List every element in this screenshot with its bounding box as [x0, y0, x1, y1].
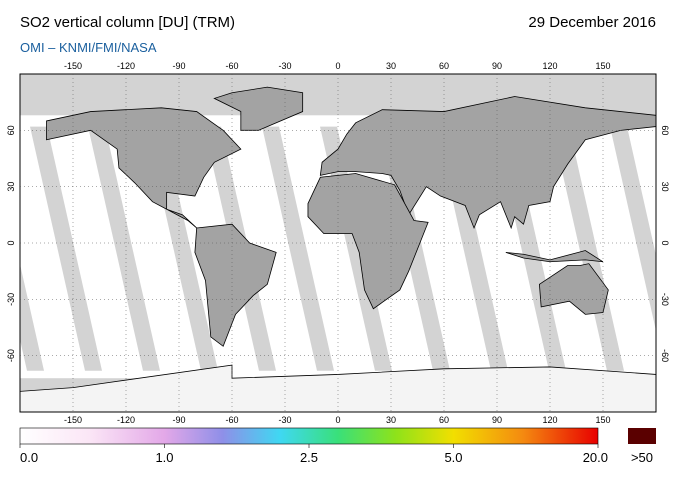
- land: [213, 86, 304, 131]
- colorbar-label: 0.0: [20, 450, 38, 465]
- lat-tick-label: 30: [6, 182, 16, 192]
- lon-tick-label: 0: [335, 61, 340, 71]
- overflow-label: >50: [631, 450, 653, 465]
- land: [46, 107, 242, 229]
- antarctica: [20, 364, 656, 412]
- colorbar-label: 20.0: [583, 450, 608, 465]
- lon-tick-label: -120: [117, 61, 135, 71]
- colorbar-label: 1.0: [155, 450, 173, 465]
- land: [505, 250, 604, 263]
- lon-tick-label: -30: [278, 415, 291, 425]
- lon-tick-label: 120: [542, 415, 557, 425]
- lon-tick-label: 90: [492, 415, 502, 425]
- lat-tick-label: -60: [6, 349, 16, 362]
- lon-tick-label: -150: [64, 415, 82, 425]
- orbit-gap: [262, 126, 334, 371]
- date: 29 December 2016: [528, 14, 656, 31]
- title: SO2 vertical column [DU] (TRM): [20, 14, 235, 31]
- lat-tick-label: 60: [660, 125, 670, 135]
- overflow-swatch: [628, 428, 656, 444]
- lon-tick-label: 60: [439, 415, 449, 425]
- lat-tick-label: 60: [6, 125, 16, 135]
- lon-tick-label: -30: [278, 61, 291, 71]
- orbit-gap: [20, 264, 44, 371]
- lon-tick-label: -60: [225, 415, 238, 425]
- lon-tick-label: -120: [117, 415, 135, 425]
- lon-tick-label: -90: [172, 415, 185, 425]
- land: [307, 173, 429, 310]
- lat-tick-label: -60: [660, 349, 670, 362]
- lon-tick-label: 150: [595, 415, 610, 425]
- orbit-gap: [668, 127, 676, 371]
- orbit-gap: [610, 126, 656, 331]
- colorbar-label: 5.0: [444, 450, 462, 465]
- orbit-gap: [552, 126, 624, 371]
- lon-tick-label: -90: [172, 61, 185, 71]
- lon-tick-label: 120: [542, 61, 557, 71]
- orbit-gap: [88, 126, 160, 371]
- lon-tick-label: 150: [595, 61, 610, 71]
- lat-tick-label: 0: [6, 240, 16, 245]
- orbit-gap: [30, 126, 102, 371]
- lat-tick-label: 0: [660, 240, 670, 245]
- land: [319, 96, 656, 230]
- lat-tick-label: -30: [660, 293, 670, 306]
- lon-tick-label: 30: [386, 415, 396, 425]
- lat-tick-label: -30: [6, 293, 16, 306]
- subtitle: OMI – KNMI/FMI/NASA: [20, 40, 157, 55]
- lon-tick-label: -150: [64, 61, 82, 71]
- lon-tick-label: -60: [225, 61, 238, 71]
- colorbar-label: 2.5: [300, 450, 318, 465]
- lon-tick-label: 0: [335, 415, 340, 425]
- lon-tick-label: 90: [492, 61, 502, 71]
- land: [538, 263, 609, 315]
- lat-tick-label: 30: [660, 182, 670, 192]
- land: [194, 223, 277, 347]
- lon-tick-label: 30: [386, 61, 396, 71]
- colorbar: [19, 427, 599, 445]
- lon-tick-label: 60: [439, 61, 449, 71]
